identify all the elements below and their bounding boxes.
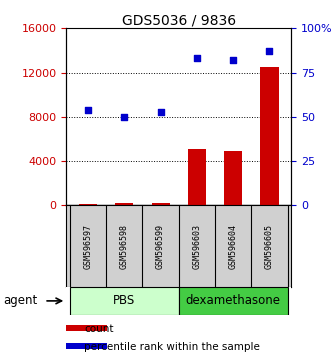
Text: agent: agent (3, 295, 37, 307)
Bar (70, 287, 179, 315)
Bar (188, 149, 206, 205)
Point (194, 56, 200, 61)
Text: GSM596603: GSM596603 (192, 223, 201, 269)
Text: GSM596605: GSM596605 (265, 223, 274, 269)
Bar (179, 287, 288, 315)
Text: GSM596598: GSM596598 (120, 223, 129, 269)
Title: GDS5036 / 9836: GDS5036 / 9836 (122, 13, 236, 27)
Text: GSM596597: GSM596597 (83, 223, 92, 269)
Text: dexamethasone: dexamethasone (186, 295, 281, 307)
Bar (152, 202, 170, 205)
Text: PBS: PBS (113, 295, 135, 307)
Point (267, 48, 272, 54)
Point (85, 107, 91, 113)
Bar (115, 203, 133, 205)
Bar (224, 151, 242, 205)
Text: GSM596599: GSM596599 (156, 223, 165, 269)
Bar (66, 325, 107, 331)
Bar (79, 204, 97, 205)
Point (158, 109, 163, 114)
Point (121, 114, 127, 120)
Point (231, 57, 236, 63)
Text: GSM596604: GSM596604 (229, 223, 238, 269)
Bar (66, 343, 107, 349)
Text: percentile rank within the sample: percentile rank within the sample (84, 342, 260, 352)
Text: count: count (84, 325, 114, 335)
Bar (260, 67, 279, 205)
